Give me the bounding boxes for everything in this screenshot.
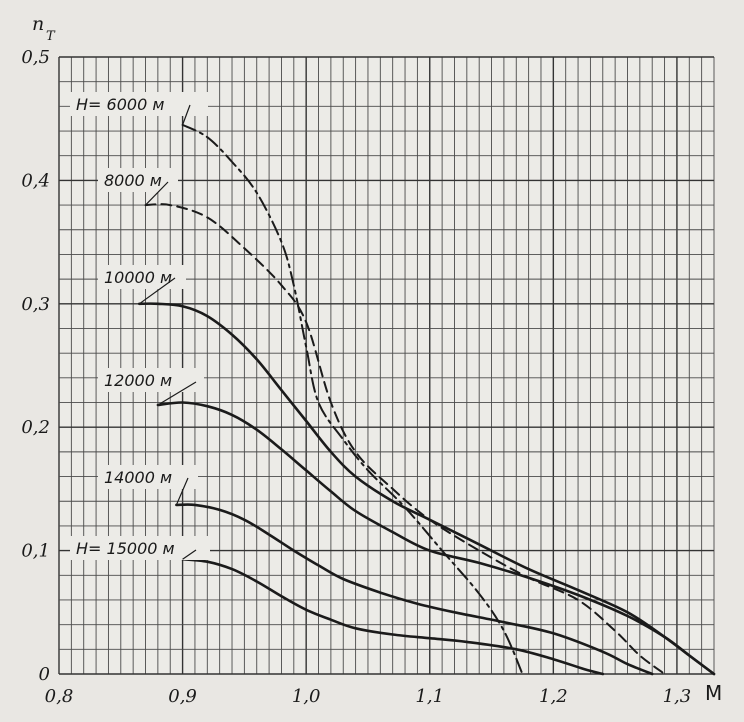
y-axis-label-main: n: [32, 13, 44, 35]
series-label-leader: [182, 549, 197, 560]
tick-labels: 0 0,1 0,2 0,3 0,4 0,5 0,8 0,9 1,0 1,1 1,2 1,3: [21, 47, 691, 707]
plot-background: [59, 57, 714, 674]
series-label-leader: [182, 104, 191, 126]
series-line-5: [181, 557, 605, 676]
series-label-3: 12000 м: [98, 368, 204, 406]
series-label-4: 14000 м: [98, 465, 198, 506]
series-labels: H= 6000 м 8000 м 10000 м 12000 м 14000 м H= 1…: [70, 92, 210, 560]
series-label-leader: [175, 477, 189, 506]
series-line-2: [138, 302, 716, 676]
y-axis-label: n T: [32, 13, 56, 44]
series-line-3: [156, 401, 716, 676]
series-label-leader: [157, 381, 197, 406]
series-label-5: H= 15000 м: [70, 536, 210, 560]
y-axis-label-sub: T: [46, 29, 56, 44]
series-label-box: [98, 465, 198, 489]
y-tick-label: 0,3: [21, 294, 50, 315]
series-label-text: 10000 м: [104, 268, 172, 287]
x-tick-label: 1,2: [539, 686, 568, 707]
series-line-0: [181, 123, 524, 675]
x-tick-label: 1,0: [292, 686, 321, 707]
x-axis-label: M: [705, 681, 722, 705]
x-tick-label: 0,8: [45, 686, 74, 707]
series-label-0: H= 6000 м: [70, 92, 208, 126]
y-tick-label: 0,4: [21, 170, 50, 191]
series-label-text: 14000 м: [104, 468, 172, 487]
series-line-1: [144, 203, 666, 675]
series-line-4: [175, 503, 654, 676]
series-lines: [138, 123, 716, 676]
x-tick-label: 1,1: [415, 686, 444, 707]
y-tick-label: 0,5: [21, 47, 50, 68]
series-label-box: [70, 92, 208, 116]
series-label-box: [98, 168, 178, 192]
series-label-box: [98, 265, 186, 289]
series-label-leader: [138, 277, 176, 305]
y-tick-label: 0,1: [21, 541, 50, 562]
series-label-text: 8000 м: [104, 171, 162, 190]
series-label-2: 10000 м: [98, 265, 186, 305]
x-tick-label: 0,9: [168, 686, 197, 707]
series-label-text: H= 6000 м: [76, 95, 164, 114]
y-tick-label: 0,2: [21, 417, 50, 438]
series-label-text: 12000 м: [104, 371, 172, 390]
series-label-1: 8000 м: [98, 168, 178, 206]
series-label-text: H= 15000 м: [76, 539, 175, 558]
x-tick-label: 1,3: [663, 686, 692, 707]
y-tick-label: 0: [39, 664, 50, 685]
series-label-leader: [145, 181, 169, 206]
